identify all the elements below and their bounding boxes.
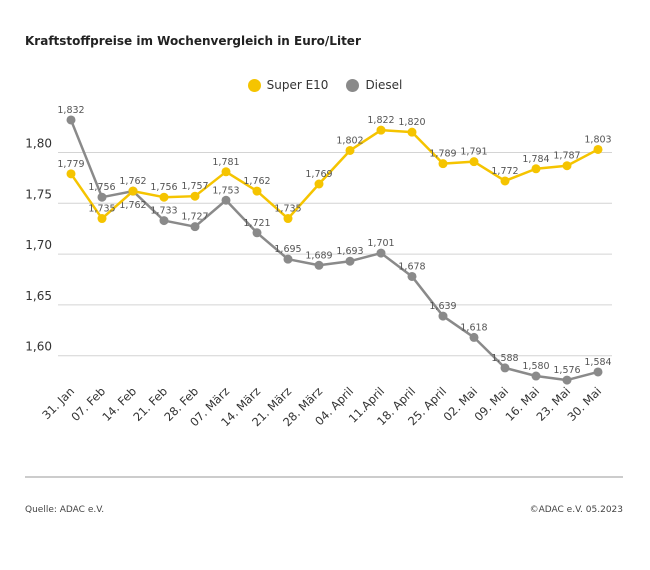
data-label: 1,756 (150, 182, 177, 193)
data-label: 1,693 (336, 246, 363, 257)
legend-label-super-e10: Super E10 (266, 78, 329, 92)
data-label: 1,588 (491, 353, 518, 364)
data-point (159, 216, 169, 226)
series-line-diesel (69, 119, 599, 382)
data-label: 1,784 (522, 154, 549, 165)
data-point (500, 176, 510, 186)
data-label: 1,781 (212, 157, 239, 168)
y-tick-label: 1,65 (25, 289, 52, 303)
data-point (283, 254, 293, 264)
data-label: 1,735 (88, 204, 115, 215)
data-label: 1,779 (57, 159, 84, 170)
data-point (376, 248, 386, 258)
data-label: 1,822 (367, 115, 394, 126)
legend-marker-super-e10 (247, 78, 261, 92)
data-point (283, 214, 293, 224)
data-point (438, 311, 448, 321)
legend-item-diesel: Diesel (346, 78, 402, 92)
data-point (128, 186, 138, 196)
data-label: 1,787 (553, 151, 580, 162)
data-label: 1,762 (119, 176, 146, 187)
chart-title: Kraftstoffpreise im Wochenvergleich in E… (25, 34, 361, 48)
legend-item-super-e10: Super E10 (247, 78, 329, 92)
data-label: 1,769 (305, 169, 332, 180)
data-point (345, 256, 355, 266)
data-label: 1,584 (584, 357, 611, 368)
data-label: 1,832 (57, 105, 84, 116)
data-point (97, 192, 107, 202)
data-label: 1,789 (429, 149, 456, 160)
data-point (252, 228, 262, 238)
data-point (190, 191, 200, 201)
data-point (593, 144, 603, 154)
data-point (562, 161, 572, 171)
data-label: 1,803 (584, 134, 611, 145)
data-point (314, 179, 324, 189)
data-label: 1,735 (274, 204, 301, 215)
data-point (66, 169, 76, 179)
data-point (376, 125, 386, 135)
data-point (221, 167, 231, 177)
data-point (97, 214, 107, 224)
data-point (469, 332, 479, 342)
data-point (314, 260, 324, 270)
data-label: 1,695 (274, 244, 301, 255)
data-point (252, 186, 262, 196)
data-label: 1,639 (429, 301, 456, 312)
data-label: 1,678 (398, 261, 425, 272)
series-line-super-e10 (69, 128, 599, 220)
y-tick-label: 1,60 (25, 340, 52, 354)
data-point (593, 367, 603, 377)
data-label: 1,802 (336, 135, 363, 146)
data-label: 1,727 (181, 212, 208, 223)
data-point (531, 164, 541, 174)
data-label: 1,762 (243, 176, 270, 187)
data-label: 1,820 (398, 117, 425, 128)
data-point (469, 157, 479, 167)
data-label: 1,580 (522, 361, 549, 372)
legend-marker-diesel (346, 78, 360, 92)
y-tick-label: 1,80 (25, 137, 52, 151)
data-label: 1,791 (460, 147, 487, 158)
data-label: 1,618 (460, 322, 487, 333)
data-point (159, 192, 169, 202)
source-note: Quelle: ADAC e.V. (25, 505, 105, 515)
data-point (407, 127, 417, 137)
data-point (407, 271, 417, 281)
legend: Super E10 Diesel (0, 78, 650, 92)
data-label: 1,753 (212, 185, 239, 196)
data-label: 1,701 (367, 238, 394, 249)
data-point (438, 159, 448, 169)
data-point (500, 363, 510, 373)
x-tick-label: 30. Mai (564, 384, 604, 424)
data-point (66, 115, 76, 125)
data-point (221, 195, 231, 205)
data-label: 1,756 (88, 182, 115, 193)
data-point (531, 371, 541, 381)
data-label: 1,757 (181, 181, 208, 192)
data-label: 1,733 (150, 206, 177, 217)
y-tick-label: 1,75 (25, 187, 52, 201)
data-label: 1,762 (119, 200, 146, 211)
copyright-note: ©ADAC e.V. 05.2023 (529, 505, 623, 515)
y-tick-label: 1,70 (25, 238, 52, 252)
data-label: 1,772 (491, 166, 518, 177)
legend-label-diesel: Diesel (365, 78, 403, 92)
data-point (345, 145, 355, 155)
data-point (562, 375, 572, 385)
data-label: 1,721 (243, 218, 270, 229)
data-label: 1,689 (305, 250, 332, 261)
data-point (190, 222, 200, 232)
data-label: 1,576 (553, 365, 580, 376)
